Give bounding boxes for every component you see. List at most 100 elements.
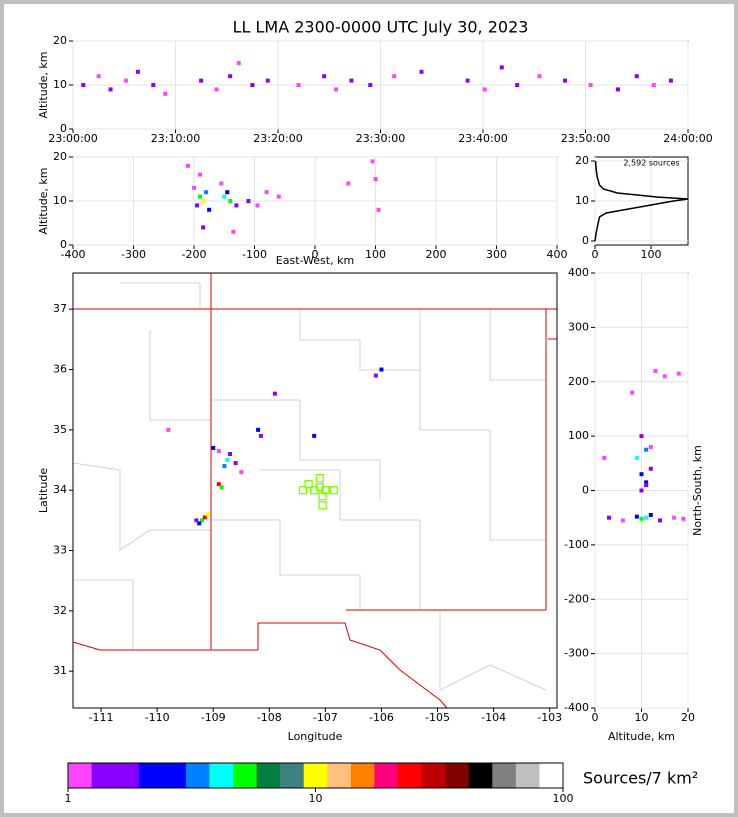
source-point [185,163,190,168]
x-tick-label: -300 [121,248,146,261]
source-point [135,69,140,74]
colorbar-segment [209,763,234,788]
source-point [639,472,644,477]
colorbar-segment [539,763,564,788]
source-point [379,367,384,372]
x-tick-label: 24:00:00 [663,132,712,145]
county-line [489,309,546,381]
source-point [499,65,504,70]
x-tick-label: -105 [425,711,450,724]
source-point [199,78,204,83]
source-point [648,512,653,517]
source-point [96,74,101,79]
source-point [123,78,128,83]
x-tick-label: 100 [553,792,574,805]
y-tick-label: 36 [53,363,67,376]
colorbar-segment [398,763,422,788]
x-tick-label: -109 [201,711,226,724]
source-point [370,159,375,164]
source-point [681,516,686,521]
source-point [228,74,233,79]
x-tick-label: 100 [641,248,662,261]
x-tick-label: -106 [369,711,394,724]
source-point [676,371,681,376]
source-point [644,447,649,452]
annotation: 2,592 sources [623,159,679,168]
source-point [108,87,113,92]
x-tick-label: 20 [681,711,695,724]
source-point [272,391,277,396]
source-point [296,83,301,87]
y-tick-label: 35 [53,423,67,436]
page [4,4,734,813]
y-tick-label: 0 [582,484,589,497]
source-point [199,518,204,523]
x-tick-label: -111 [89,711,114,724]
source-point [334,87,339,92]
source-point [225,458,230,463]
y-axis-label: Latitude [37,468,50,514]
county-line [211,519,361,610]
station-marker [315,473,324,483]
source-point [639,516,644,521]
y-tick-label: 20 [575,154,589,167]
source-point [216,482,221,487]
source-point [630,390,635,395]
station-marker [315,483,324,492]
source-point [250,83,255,87]
state-line [72,622,448,709]
source-point [256,427,261,432]
county-line [120,282,201,309]
station-marker [298,486,308,495]
y-tick-label: 32 [53,604,67,617]
source-point [255,203,260,208]
colorbar-segment [468,763,493,788]
county-line [260,469,421,610]
y-tick-label: 0 [582,234,589,247]
y-tick-label: 200 [568,375,589,388]
x-tick-label: -107 [313,711,338,724]
source-point [376,207,381,212]
y-tick-label: -100 [564,538,589,551]
colorbar-segment [185,763,210,788]
x-tick-label: -400 [61,248,86,261]
colorbar-segment [138,763,163,788]
y-tick-label: 10 [53,78,67,91]
source-point [219,485,224,490]
county-line [149,330,211,421]
source-point [166,427,171,432]
source-point [653,368,658,373]
colorbar-segment [233,763,257,788]
source-point [602,455,607,460]
colorbar-segment [492,763,517,788]
y-tick-label: 400 [568,266,589,279]
x-tick-label: 10 [635,711,649,724]
source-point [265,78,270,83]
x-tick-label: 0 [592,248,599,261]
histogram-line [594,160,689,242]
x-tick-label: 100 [365,248,386,261]
source-point [228,451,233,456]
source-point [198,194,203,199]
source-point [207,207,212,212]
x-tick-label: 300 [486,248,507,261]
x-tick-label: 23:40:00 [458,132,507,145]
y-tick-label: 31 [53,664,67,677]
station-marker [318,492,327,501]
source-point [588,83,593,87]
county-line [439,610,547,691]
source-point [192,185,196,190]
y-tick-label: 300 [568,320,589,333]
source-point [537,74,542,79]
source-point [216,448,221,453]
source-point [419,69,424,74]
x-tick-label: -100 [242,248,267,261]
x-tick-label: 23:10:00 [151,132,200,145]
x-axis-label: East-West, km [276,254,354,267]
source-point [236,61,241,65]
colorbar-label: Sources/7 km² [583,769,698,788]
source-point [195,203,200,208]
source-point [373,373,378,378]
source-point [211,445,216,450]
source-point [222,464,227,469]
